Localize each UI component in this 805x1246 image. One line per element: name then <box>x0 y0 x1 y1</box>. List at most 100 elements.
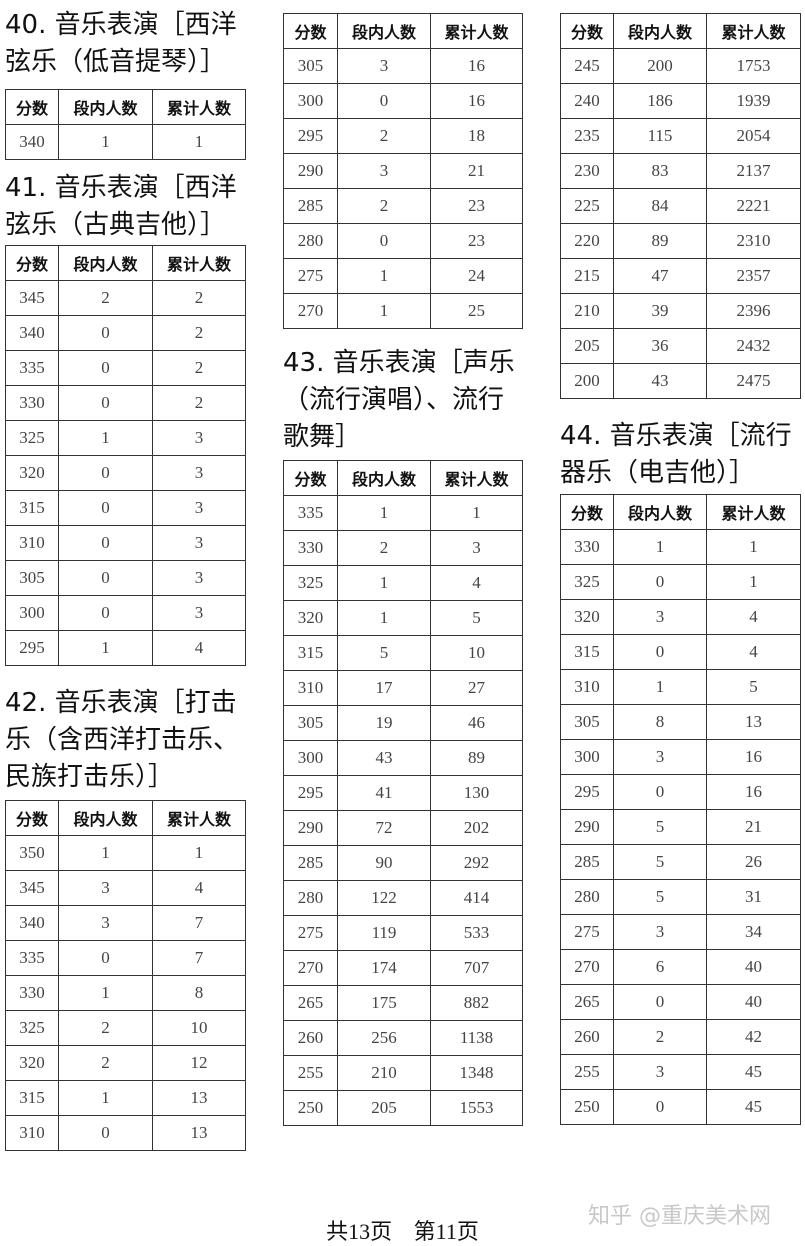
table-row: 320 2 12 <box>5 1045 246 1081</box>
score-cell: 300 <box>560 739 614 775</box>
score-cell: 290 <box>283 153 338 189</box>
score-cell: 305 <box>283 48 338 84</box>
column-header: 段内人数 <box>58 245 153 281</box>
score-cell: 350 <box>5 835 59 871</box>
score-cell: 300 <box>283 740 338 776</box>
cumulative-count-cell: 27 <box>430 670 523 706</box>
column-header: 累计人数 <box>430 460 523 496</box>
heading-line: （流行演唱）、流行 <box>283 385 505 415</box>
segment-count-cell: 0 <box>58 595 153 631</box>
score-cell: 230 <box>560 153 614 189</box>
score-cell: 300 <box>5 595 59 631</box>
cumulative-count-cell: 21 <box>430 153 523 189</box>
table-header-row: 分数 段内人数 累计人数 <box>283 460 523 496</box>
segment-count-cell: 1 <box>337 293 431 329</box>
column-header: 分数 <box>5 89 59 125</box>
column-header: 分数 <box>283 460 338 496</box>
score-cell: 310 <box>283 670 338 706</box>
score-cell: 275 <box>283 258 338 294</box>
heading-line: 民族打击乐）］ <box>5 762 175 792</box>
segment-count-cell: 1 <box>58 1080 153 1116</box>
score-cell: 275 <box>560 914 614 950</box>
segment-count-cell: 41 <box>337 775 431 811</box>
heading-line: 乐（含西洋打击乐、 <box>5 725 240 755</box>
segment-count-cell: 1 <box>613 529 707 565</box>
cumulative-count-cell: 3 <box>152 525 246 561</box>
score-cell: 305 <box>283 705 338 741</box>
table-row: 255 3 45 <box>560 1054 801 1090</box>
table-row: 245 200 1753 <box>560 48 801 84</box>
heading-line: 44. 音乐表演［流行 <box>560 421 792 451</box>
table-row: 320 1 5 <box>283 600 523 636</box>
table-row: 325 1 4 <box>283 565 523 601</box>
table-row: 250 0 45 <box>560 1089 801 1125</box>
score-cell: 320 <box>560 599 614 635</box>
column-header: 累计人数 <box>706 13 801 49</box>
cumulative-count-cell: 2221 <box>706 188 801 224</box>
score-cell: 305 <box>5 560 59 596</box>
score-cell: 235 <box>560 118 614 154</box>
cumulative-count-cell: 25 <box>430 293 523 329</box>
table-row: 325 1 3 <box>5 420 246 456</box>
table-row: 280 0 23 <box>283 223 523 259</box>
segment-count-cell: 1 <box>613 669 707 705</box>
segment-count-cell: 3 <box>58 905 153 941</box>
table-row: 310 1 5 <box>560 669 801 705</box>
cumulative-count-cell: 2310 <box>706 223 801 259</box>
score-cell: 285 <box>283 845 338 881</box>
segment-count-cell: 1 <box>58 835 153 871</box>
score-cell: 200 <box>560 363 614 399</box>
cumulative-count-cell: 3 <box>152 420 246 456</box>
score-cell: 295 <box>5 630 59 666</box>
segment-count-cell: 5 <box>337 635 431 671</box>
cumulative-count-cell: 10 <box>430 635 523 671</box>
current-page: 第11页 <box>413 1219 479 1244</box>
score-cell: 265 <box>560 984 614 1020</box>
score-cell: 295 <box>283 775 338 811</box>
cumulative-count-cell: 7 <box>152 905 246 941</box>
section-heading: 44. 音乐表演［流行 器乐（电吉他）］ <box>560 418 792 492</box>
segment-count-cell: 2 <box>58 1045 153 1081</box>
cumulative-count-cell: 2137 <box>706 153 801 189</box>
column-header: 段内人数 <box>58 89 153 125</box>
cumulative-count-cell: 23 <box>430 188 523 224</box>
score-cell: 345 <box>5 280 59 316</box>
cumulative-count-cell: 13 <box>706 704 801 740</box>
cumulative-count-cell: 202 <box>430 810 523 846</box>
score-cell: 325 <box>283 565 338 601</box>
segment-count-cell: 0 <box>58 525 153 561</box>
score-cell: 280 <box>283 880 338 916</box>
score-cell: 310 <box>560 669 614 705</box>
cumulative-count-cell: 292 <box>430 845 523 881</box>
cumulative-count-cell: 4 <box>152 870 246 906</box>
score-cell: 340 <box>5 905 59 941</box>
heading-line: 41. 音乐表演［西洋 <box>5 173 237 203</box>
score-cell: 345 <box>5 870 59 906</box>
table-row: 295 0 16 <box>560 774 801 810</box>
score-cell: 335 <box>5 940 59 976</box>
heading-line: 弦乐（低音提琴）］ <box>5 47 227 77</box>
segment-count-cell: 0 <box>58 560 153 596</box>
segment-count-cell: 2 <box>58 1010 153 1046</box>
cumulative-count-cell: 1348 <box>430 1055 523 1091</box>
table-row: 295 2 18 <box>283 118 523 154</box>
table-row: 275 3 34 <box>560 914 801 950</box>
score-cell: 295 <box>283 118 338 154</box>
column-header: 段内人数 <box>337 460 431 496</box>
table-row: 330 1 1 <box>560 529 801 565</box>
segment-count-cell: 119 <box>337 915 431 951</box>
score-cell: 280 <box>283 223 338 259</box>
segment-count-cell: 1 <box>337 565 431 601</box>
table-row: 220 89 2310 <box>560 223 801 259</box>
score-table: 分数 段内人数 累计人数 340 1 1 <box>5 89 246 160</box>
score-cell: 260 <box>283 1020 338 1056</box>
score-cell: 335 <box>283 495 338 531</box>
segment-count-cell: 3 <box>613 914 707 950</box>
table-row: 260 2 42 <box>560 1019 801 1055</box>
score-cell: 330 <box>283 530 338 566</box>
table-row: 340 1 1 <box>5 124 246 160</box>
segment-count-cell: 1 <box>337 258 431 294</box>
table-row: 270 174 707 <box>283 950 523 986</box>
segment-count-cell: 72 <box>337 810 431 846</box>
score-cell: 320 <box>5 1045 59 1081</box>
